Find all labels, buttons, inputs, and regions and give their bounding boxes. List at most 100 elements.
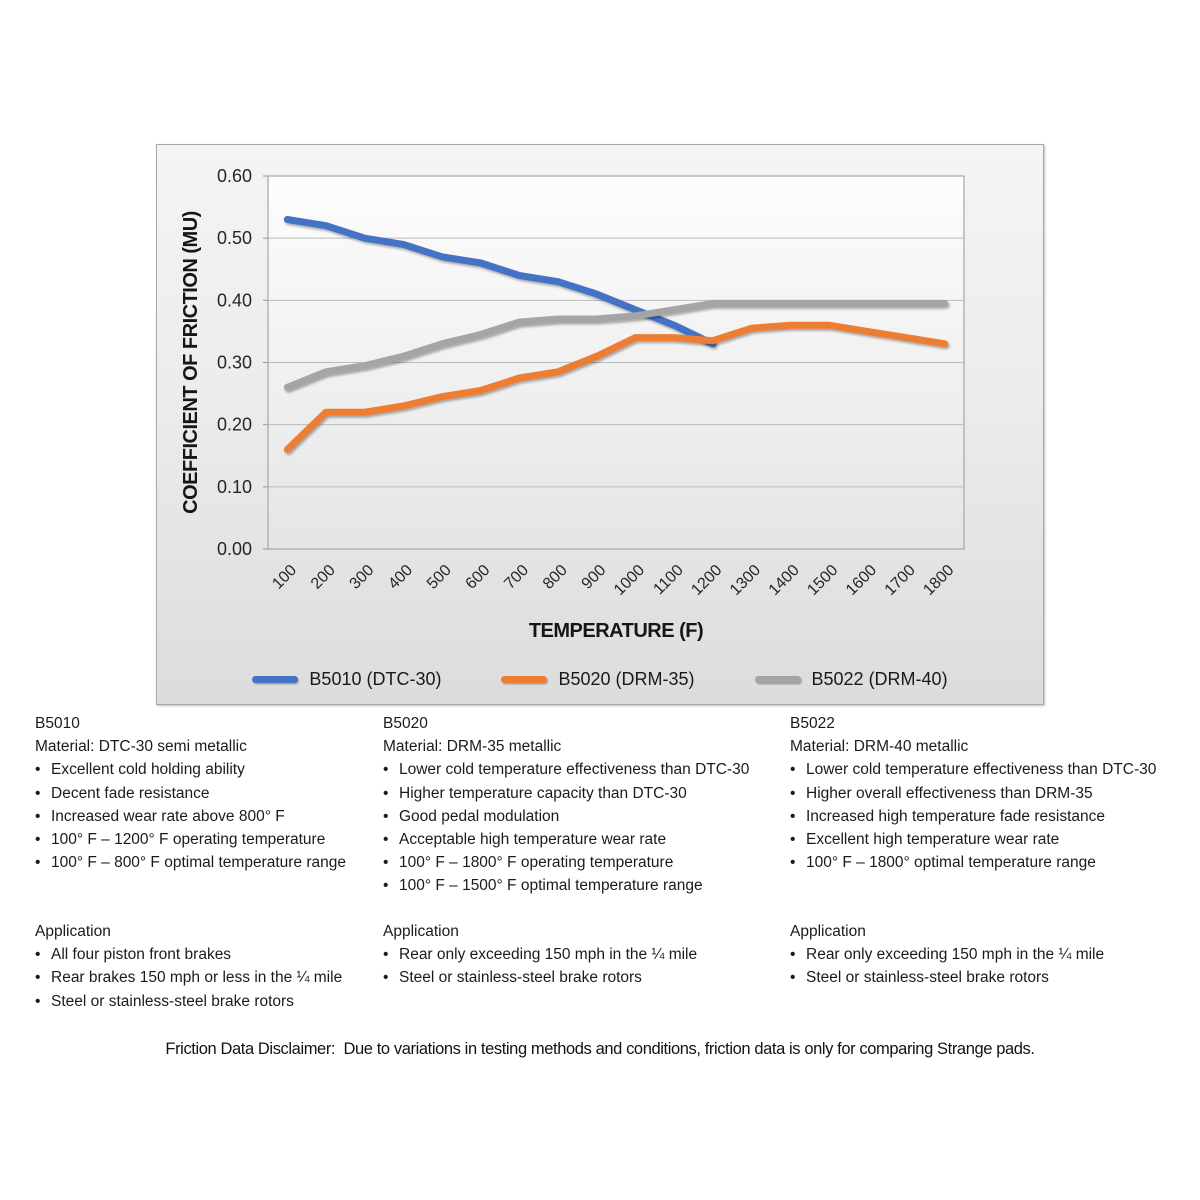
svg-text:1000: 1000 [611, 562, 648, 599]
bullet-text: Good pedal modulation [399, 807, 560, 825]
bullet-text: 100° F – 1200° F operating temperature [51, 831, 326, 849]
pad-spec-column-b5020: B5020 Material: DRM-35 metallic • Lower c… [383, 712, 778, 986]
bullet-item: • Steel or stainless-steel brake rotors [35, 990, 342, 1013]
bullet-icon: • [790, 807, 796, 825]
pad-name: B5020 [383, 715, 428, 732]
bullet-item: • Rear only exceeding 150 mph in the ¼ mi… [790, 943, 1104, 966]
svg-text:800: 800 [540, 562, 571, 593]
bullet-text: Increased wear rate above 800° F [51, 807, 285, 825]
svg-text:COEFFICIENT OF FRICTION (MU): COEFFICIENT OF FRICTION (MU) [180, 211, 202, 514]
bullet-icon: • [790, 854, 796, 872]
bullet-icon: • [383, 854, 389, 872]
svg-text:0.00: 0.00 [217, 539, 252, 559]
bullet-text: Higher temperature capacity than DTC-30 [399, 784, 687, 802]
bullet-text: Increased high temperature fade resistan… [806, 807, 1105, 825]
bullet-item: • Higher temperature capacity than DTC-30 [383, 782, 778, 805]
svg-text:200: 200 [308, 562, 339, 593]
bullet-text: Lower cold temperature effectiveness tha… [399, 761, 750, 779]
legend-line-swatch-icon [754, 676, 801, 683]
legend-label: B5010 (DTC-30) [309, 669, 442, 689]
svg-text:0.60: 0.60 [217, 166, 252, 186]
bullet-text: Excellent cold holding ability [51, 761, 245, 779]
bullet-item: • Lower cold temperature effectiveness th… [790, 758, 1190, 781]
bullet-icon: • [790, 784, 796, 802]
application-title: Application [35, 923, 111, 940]
svg-text:1200: 1200 [688, 562, 725, 599]
application-list: • Rear only exceeding 150 mph in the ¼ mi… [790, 943, 1104, 989]
bullet-item: • 100° F – 1200° F operating temperature [35, 828, 385, 851]
application-list: • All four piston front brakes • Rear brake… [35, 943, 342, 1013]
bullet-item: • Excellent cold holding ability [35, 758, 385, 781]
bullet-text: Decent fade resistance [51, 784, 210, 802]
friction-line-chart: 0.00 0.10 0.20 0.30 0.40 0.50 0.60 100 200 300 400… [180, 166, 965, 642]
bullet-text: Excellent high temperature wear rate [806, 831, 1060, 849]
bullet-icon: • [790, 761, 796, 779]
application-block: Application • All four piston front brake… [35, 920, 342, 1013]
svg-text:1300: 1300 [727, 562, 764, 599]
svg-text:0.40: 0.40 [217, 290, 252, 310]
application-block: Application • Rear only exceeding 150 mph… [790, 920, 1104, 990]
legend-line-swatch-icon [501, 676, 548, 683]
pad-material: Material: DRM-40 metallic [790, 738, 969, 756]
svg-text:700: 700 [501, 562, 532, 593]
bullet-item: • Rear brakes 150 mph or less in the ¼ mi… [35, 966, 342, 989]
bullet-text: Higher overall effectiveness than DRM-35 [806, 784, 1093, 802]
bullet-item: • All four piston front brakes [35, 943, 342, 966]
bullet-text: Lower cold temperature effectiveness tha… [806, 761, 1157, 779]
legend-item: B5020 (DRM-35) [501, 669, 695, 690]
bullet-text: 100° F – 1800° F operating temperature [399, 854, 674, 872]
svg-text:1500: 1500 [804, 562, 841, 599]
bullet-item: • Acceptable high temperature wear rate [383, 828, 778, 851]
application-list: • Rear only exceeding 150 mph in the ¼ mi… [383, 943, 697, 989]
pad-name: B5022 [790, 715, 835, 732]
bullet-icon: • [35, 831, 41, 849]
bullet-text: Rear only exceeding 150 mph in the ¼ mil… [806, 946, 1105, 964]
bullet-item: • 100° F – 1800° F operating temperature [383, 851, 778, 874]
bullet-item: • 100° F – 1500° F optimal temperature ra… [383, 874, 778, 897]
bullet-icon: • [383, 807, 389, 825]
svg-text:1100: 1100 [650, 562, 686, 598]
bullet-icon: • [790, 946, 796, 964]
svg-text:1700: 1700 [882, 562, 919, 599]
bullet-item: • Steel or stainless-steel brake rotors [383, 966, 697, 989]
bullet-item: • Excellent high temperature wear rate [790, 828, 1190, 851]
svg-text:0.50: 0.50 [217, 228, 252, 248]
legend-item: B5022 (DRM-40) [754, 669, 948, 690]
bullet-item: • Lower cold temperature effectiveness th… [383, 758, 778, 781]
svg-text:0.30: 0.30 [217, 353, 252, 373]
svg-text:900: 900 [579, 562, 610, 593]
bullet-icon: • [790, 831, 796, 849]
bullet-text: 100° F – 1500° F optimal temperature ran… [399, 877, 703, 895]
bullet-item: • Steel or stainless-steel brake rotors [790, 966, 1104, 989]
bullet-icon: • [35, 854, 41, 872]
bullet-icon: • [35, 992, 41, 1010]
bullet-text: 100° F – 1800° optimal temperature range [806, 854, 1096, 872]
bullet-icon: • [35, 807, 41, 825]
bullet-icon: • [383, 946, 389, 964]
bullet-icon: • [35, 761, 41, 779]
pad-feature-list: • Lower cold temperature effectiveness th… [383, 758, 778, 897]
bullet-icon: • [383, 877, 389, 895]
bullet-text: Steel or stainless-steel brake rotors [399, 969, 642, 987]
chart-legend: B5010 (DTC-30) B5020 (DRM-35) B5022 (DRM-4… [157, 669, 1043, 690]
bullet-text: All four piston front brakes [51, 946, 232, 964]
bullet-icon: • [35, 784, 41, 802]
svg-text:1400: 1400 [766, 562, 803, 599]
pad-name: B5010 [35, 715, 80, 732]
bullet-icon: • [35, 969, 41, 987]
legend-item: B5010 (DTC-30) [252, 669, 441, 690]
bullet-item: • Good pedal modulation [383, 805, 778, 828]
svg-text:0.10: 0.10 [217, 477, 252, 497]
pad-material: Material: DTC-30 semi metallic [35, 738, 247, 756]
pad-spec-column-b5010: B5010 Material: DTC-30 semi metallic • Ex… [35, 712, 385, 1010]
pad-material: Material: DRM-35 metallic [383, 738, 562, 756]
bullet-text: Steel or stainless-steel brake rotors [51, 992, 294, 1010]
bullet-item: • Decent fade resistance [35, 782, 385, 805]
pad-feature-list: • Lower cold temperature effectiveness th… [790, 758, 1190, 874]
svg-text:0.20: 0.20 [217, 415, 252, 435]
legend-label: B5022 (DRM-40) [811, 669, 948, 689]
bullet-icon: • [383, 969, 389, 987]
legend-line-swatch-icon [252, 676, 299, 683]
svg-text:100: 100 [269, 562, 300, 593]
bullet-text: Rear only exceeding 150 mph in the ¼ mil… [399, 946, 698, 964]
